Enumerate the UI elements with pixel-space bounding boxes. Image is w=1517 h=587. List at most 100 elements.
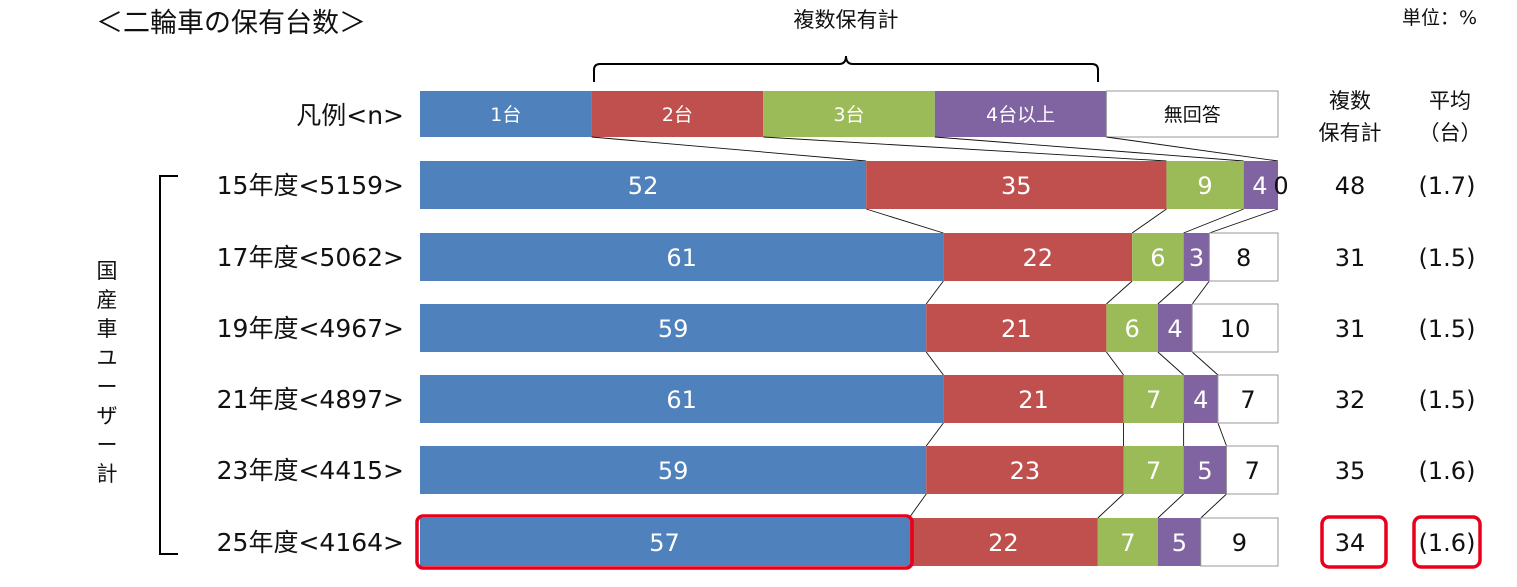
chart-title: ＜二輪車の保有台数＞	[96, 8, 366, 39]
legend-bar: 1台 2台 3台 4台以上 無回答	[420, 90, 1279, 138]
bar-value-label: 61	[666, 386, 697, 414]
bar-segment	[1183, 375, 1218, 423]
bar-segment	[1166, 161, 1244, 209]
group-label: 国産車ユーザー計	[97, 259, 118, 486]
multi-total-value: 35	[1335, 457, 1366, 485]
bar-value-label: 23	[1010, 457, 1041, 485]
row-label: 23年度<4415>	[217, 456, 404, 485]
connector-line	[1157, 493, 1184, 519]
legend-swatch-3	[763, 91, 935, 137]
bar-segment	[1191, 303, 1279, 353]
bar-segment	[420, 375, 944, 423]
bar-value-label: 5	[1172, 529, 1187, 557]
connector-line	[1106, 280, 1133, 305]
bar-segment	[1183, 446, 1227, 494]
average-value: (1.6)	[1419, 457, 1476, 485]
bar-value-label: 21	[1001, 315, 1032, 343]
connector-lines	[591, 136, 1279, 519]
bar-value-label: 4	[1167, 315, 1182, 343]
multi-total-value: 34	[1335, 529, 1366, 557]
bar-segment	[1217, 374, 1279, 424]
connector-line	[1106, 136, 1279, 162]
connector-line	[925, 280, 944, 305]
bar-value-label: 8	[1236, 244, 1251, 272]
connector-line	[1217, 422, 1227, 447]
row-label: 21年度<4897>	[217, 385, 404, 414]
unit-label: 単位：%	[1402, 7, 1477, 29]
connector-line	[1157, 280, 1184, 305]
bar-segment	[1106, 304, 1158, 352]
group-bracket	[159, 175, 178, 555]
side-group: 国産車ユーザー計	[97, 175, 178, 555]
average-value: (1.7)	[1419, 172, 1476, 200]
average-header-line2: （台）	[1419, 121, 1482, 145]
multi-total-value: 48	[1335, 172, 1366, 200]
average-value: (1.5)	[1419, 386, 1476, 414]
connector-line	[1106, 351, 1124, 376]
bar-segment	[1200, 517, 1279, 567]
legend-label: 凡例<n>	[296, 101, 404, 130]
bar-segment	[420, 304, 927, 352]
bar-value-label: 7	[1245, 457, 1260, 485]
connector-line	[934, 136, 1244, 162]
bar-value-label: 10	[1220, 315, 1251, 343]
connector-line	[1157, 351, 1184, 376]
legend-item-4: 4台以上	[986, 104, 1055, 126]
bar-value-label: 9	[1232, 529, 1247, 557]
legend-swatch-1	[420, 91, 592, 137]
bar-segment	[1123, 375, 1184, 423]
bar-segment	[866, 161, 1167, 209]
row-label: 19年度<4967>	[217, 314, 404, 343]
bar-value-label: 7	[1240, 386, 1255, 414]
legend-swatch-4	[934, 91, 1107, 137]
row-label: 15年度<5159>	[217, 171, 404, 200]
legend-swatch-2	[591, 91, 764, 137]
bar-value-label: 6	[1150, 244, 1165, 272]
bar-value-label: 57	[649, 529, 680, 557]
connector-line	[763, 136, 1167, 162]
connector-line	[908, 493, 927, 519]
bar-value-label: 22	[1022, 244, 1053, 272]
connector-line	[1131, 208, 1167, 234]
bar-value-label: 7	[1146, 457, 1161, 485]
bar-segment	[420, 518, 910, 566]
bar-segment	[1157, 304, 1193, 352]
bar-segment	[420, 446, 927, 494]
connector-line	[1191, 280, 1210, 305]
bar-segment	[909, 518, 1098, 566]
bar-value-label: 52	[628, 172, 659, 200]
average-value: (1.5)	[1419, 315, 1476, 343]
legend-swatch-5	[1105, 90, 1279, 138]
highlight-box-latest-multi-total	[1320, 515, 1388, 569]
bar-value-label: 21	[1018, 386, 1049, 414]
bar-value-label: 3	[1189, 244, 1204, 272]
highlight-box-latest-one-unit	[415, 514, 914, 570]
legend-item-2: 2台	[662, 104, 693, 126]
bar-value-label: 7	[1120, 529, 1135, 557]
connector-line	[1183, 208, 1244, 234]
bar-segment	[1208, 232, 1279, 282]
multi-total-value: 32	[1335, 386, 1366, 414]
bar-segment	[1183, 233, 1210, 281]
bar-segment	[420, 233, 944, 281]
bar-segment	[1226, 445, 1279, 495]
average-value: (1.6)	[1419, 529, 1476, 557]
bar-value-label: 9	[1197, 172, 1212, 200]
average-header-line1: 平均	[1429, 89, 1471, 113]
multi-total-value: 31	[1335, 244, 1366, 272]
connector-line	[866, 208, 944, 234]
bar-value-label: 4	[1193, 386, 1208, 414]
multi-total-header-line1: 複数	[1329, 89, 1371, 113]
bar-segment	[1123, 446, 1184, 494]
bar-value-label: 61	[666, 244, 697, 272]
bar-value-label: 22	[988, 529, 1019, 557]
column-headers: 複数 保有計 平均 （台）	[1319, 89, 1482, 145]
connector-line	[1191, 351, 1219, 376]
bar-segment	[1157, 518, 1201, 566]
bar-value-label: 59	[658, 315, 689, 343]
bar-segment	[926, 446, 1124, 494]
multi-ownership-bracket	[593, 55, 1099, 82]
bar-value-label: 4	[1252, 172, 1267, 200]
